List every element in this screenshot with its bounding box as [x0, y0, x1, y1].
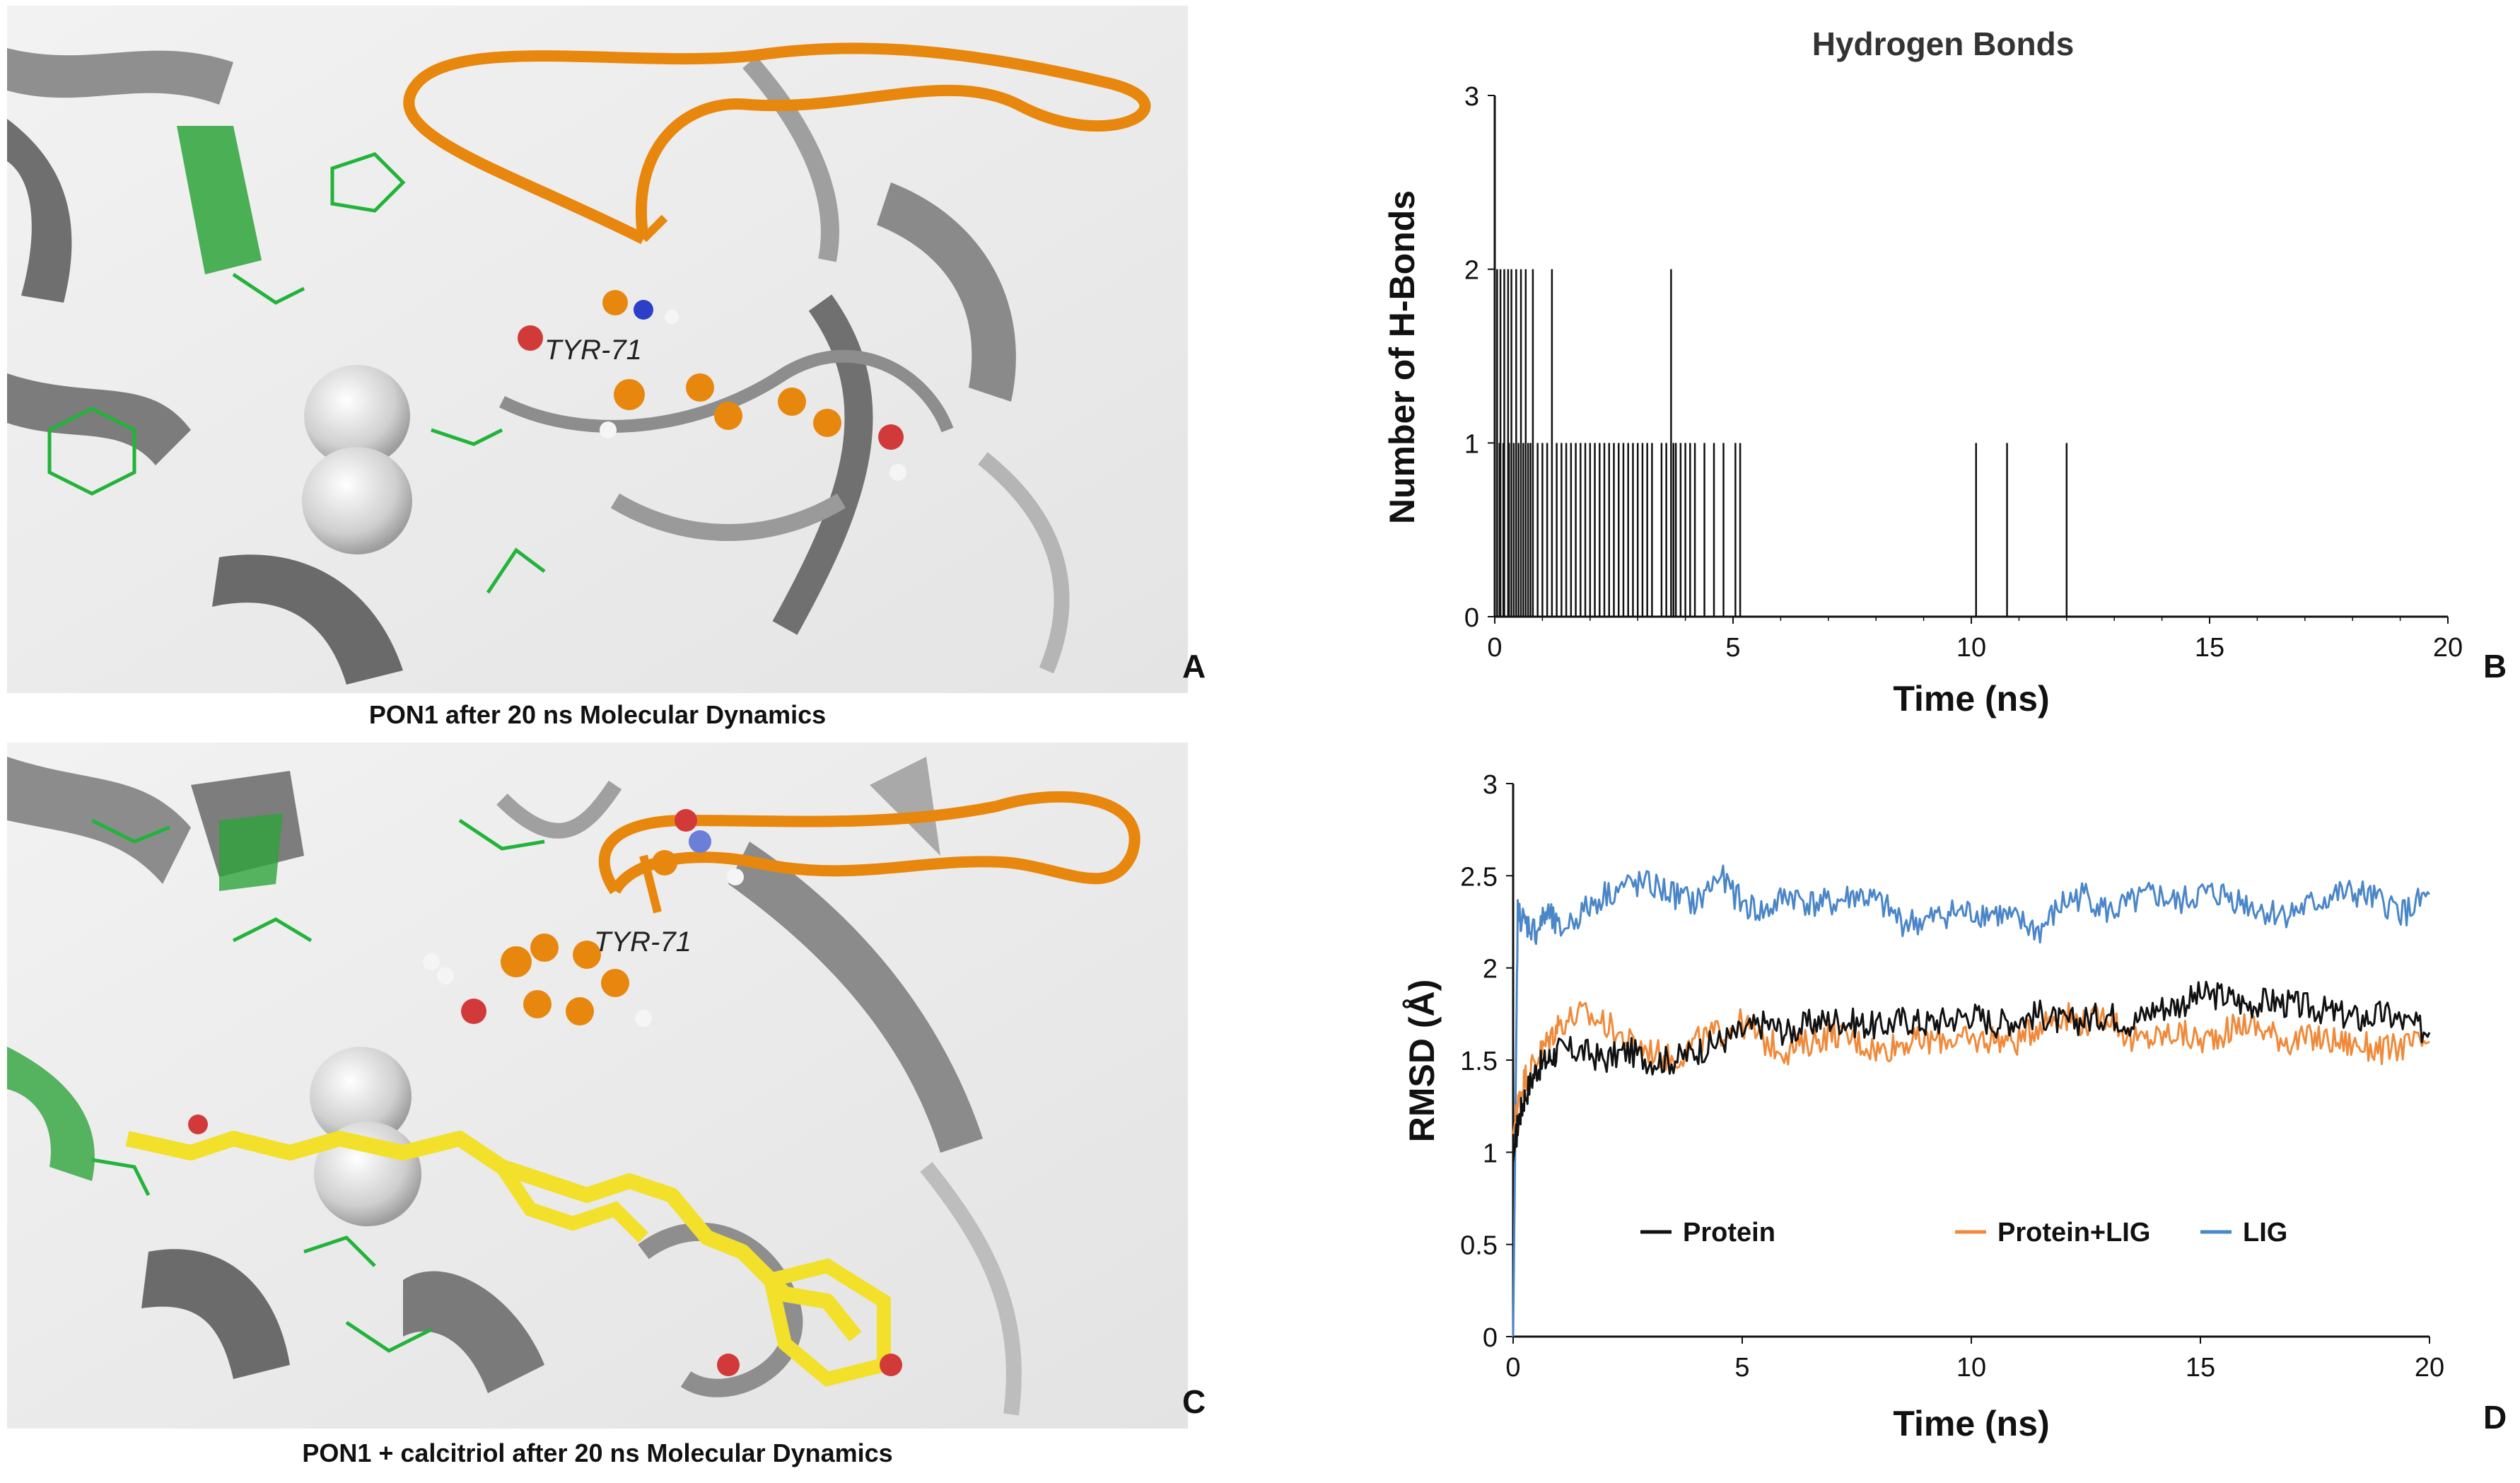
hbond-x-tick-label: 10	[1956, 633, 1986, 663]
rmsd-y-tick-label: 2.5	[1460, 862, 1498, 892]
hbond-x-tick-label: 5	[1725, 633, 1740, 663]
rmsd-legend-label: Protein	[1683, 1218, 1775, 1248]
rmsd-chart-svg: 0 0.5 1 1.5 2 2.5 3 0 5 10 15 20 Protein Protein+LI…	[1402, 770, 2507, 1443]
rmsd-y-tick-label: 3	[1483, 770, 1498, 800]
rmsd-x-axis-label: Time (ns)	[1893, 1404, 2049, 1443]
rmsd-y-tick-label: 1	[1483, 1139, 1498, 1168]
rmsd-chart: 0 0.5 1 1.5 2 2.5 3 0 5 10 15 20 Protein Protein+LI…	[1244, 728, 2520, 1479]
hbond-chart-title: Hydrogen Bonds	[1812, 25, 2075, 62]
hbond-x-tick-label: 0	[1487, 633, 1502, 663]
hbond-y-tick-label: 3	[1464, 82, 1479, 112]
rmsd-x-tick-label: 10	[1956, 1353, 1986, 1383]
rmsd-y-tick-label: 0.5	[1460, 1231, 1498, 1261]
rmsd-x-tick-label: 20	[2415, 1353, 2444, 1383]
hbond-y-axis-label: Number of H-Bonds	[1382, 190, 1422, 524]
panel-a-caption: PON1 after 20 ns Molecular Dynamics	[368, 700, 827, 729]
rmsd-series-line-lig	[1512, 864, 2431, 1337]
tyr71-label: TYR-71	[544, 335, 642, 366]
hbond-x-axis-label: Time (ns)	[1893, 679, 2049, 719]
rmsd-series-line-protein-lig	[1512, 1001, 2430, 1134]
tyr71-label: TYR-71	[594, 926, 692, 958]
panel-c-letter: C	[1182, 1383, 1206, 1420]
panel-a-image: TYR-71	[7, 6, 1188, 693]
hbond-chart: Hydrogen Bonds 0 1 2 3 0 5 10 15 20 Time (ns) N…	[1244, 0, 2520, 728]
rmsd-y-axis-label: RMSD (Å)	[1402, 979, 1442, 1143]
hbond-x-tick-label: 15	[2195, 633, 2224, 663]
hbond-chart-svg: Hydrogen Bonds 0 1 2 3 0 5 10 15 20 Time (ns) N…	[1382, 25, 2507, 719]
pon1-calcitriol-structure-illustration: TYR-71	[7, 743, 1188, 1429]
rmsd-series-line-protein	[1512, 980, 2431, 1162]
panel-d-letter: D	[2483, 1399, 2507, 1436]
hbond-x-tick-label: 20	[2433, 633, 2463, 663]
rmsd-y-tick-label: 1.5	[1460, 1047, 1498, 1076]
rmsd-x-tick-label: 5	[1734, 1353, 1749, 1383]
rmsd-y-tick-label: 2	[1483, 955, 1498, 984]
panel-c-caption: PON1 + calcitriol after 20 ns Molecular …	[302, 1438, 893, 1467]
panel-b-letter: B	[2483, 648, 2507, 685]
hbond-y-tick-label: 2	[1464, 256, 1479, 286]
panel-c-image: TYR-71	[7, 743, 1188, 1429]
rmsd-y-tick-label: 0	[1483, 1323, 1498, 1353]
hbond-y-tick-label: 1	[1464, 429, 1479, 459]
panel-a-letter: A	[1182, 648, 1206, 685]
rmsd-x-tick-label: 0	[1505, 1353, 1520, 1383]
rmsd-legend-label: LIG	[2243, 1218, 2287, 1248]
rmsd-legend-label: Protein+LIG	[1997, 1218, 2150, 1248]
rmsd-x-tick-label: 15	[2186, 1353, 2215, 1383]
hbond-y-tick-label: 0	[1464, 603, 1479, 633]
pon1-structure-illustration: TYR-71	[7, 6, 1188, 693]
